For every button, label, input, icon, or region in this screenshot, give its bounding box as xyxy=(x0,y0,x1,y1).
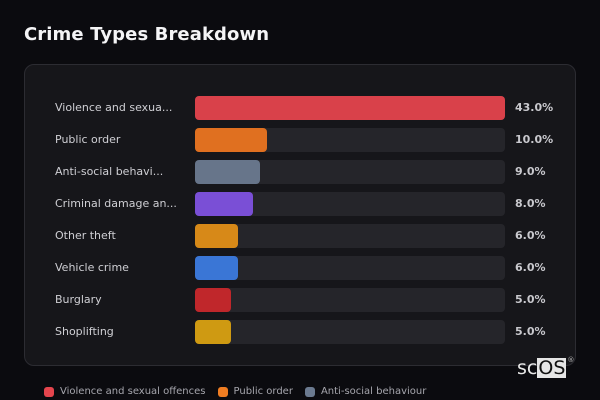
bar-value: 9.0% xyxy=(515,165,546,178)
legend-item[interactable]: Violence and sexual offences xyxy=(44,386,206,397)
bar-label: Violence and sexua... xyxy=(55,101,173,114)
bar-label: Vehicle crime xyxy=(55,261,129,274)
watermark-sc: sc xyxy=(517,357,538,379)
bar-fill[interactable] xyxy=(195,320,232,344)
bar-value: 8.0% xyxy=(515,197,546,210)
chart-title: Crime Types Breakdown xyxy=(24,24,270,45)
bar-value: 5.0% xyxy=(515,325,546,338)
bar-row: Violence and sexua... 43.0% xyxy=(25,96,575,120)
legend-label: Anti-social behaviour xyxy=(320,386,427,397)
bar-row: Criminal damage an... 8.0% xyxy=(25,192,575,216)
chart-legend: Violence and sexual offences Public orde… xyxy=(44,386,426,397)
bar-track xyxy=(195,160,505,184)
bar-label: Shoplifting xyxy=(55,325,114,338)
bar-label: Criminal damage an... xyxy=(55,197,177,210)
bar-row: Shoplifting 5.0% xyxy=(25,320,575,344)
bar-value: 10.0% xyxy=(515,133,554,146)
legend-swatch-icon xyxy=(304,386,315,397)
legend-item[interactable]: Anti-social behaviour xyxy=(304,386,427,397)
bar-fill[interactable] xyxy=(195,160,260,184)
bar-row: Public order 10.0% xyxy=(25,128,575,152)
bar-track xyxy=(195,320,505,344)
bar-value: 5.0% xyxy=(515,293,546,306)
bar-fill[interactable] xyxy=(195,128,268,152)
bar-label: Anti-social behavi... xyxy=(55,165,164,178)
bar-track xyxy=(195,256,505,280)
legend-swatch-icon xyxy=(217,386,228,397)
bar-track xyxy=(195,224,505,248)
bar-value: 6.0% xyxy=(515,229,546,242)
bar-fill[interactable] xyxy=(195,256,239,280)
bar-fill[interactable] xyxy=(195,192,253,216)
scos-watermark-logo: sc OS ® xyxy=(517,356,575,379)
bar-label: Other theft xyxy=(55,229,116,242)
bar-row: Anti-social behavi... 9.0% xyxy=(25,160,575,184)
bar-row: Burglary 5.0% xyxy=(25,288,575,312)
watermark-os: OS xyxy=(537,357,567,379)
bar-track xyxy=(195,96,505,120)
bar-label: Burglary xyxy=(55,293,102,306)
legend-item[interactable]: Public order xyxy=(217,386,293,397)
legend-label: Violence and sexual offences xyxy=(60,386,206,397)
bar-fill[interactable] xyxy=(195,224,239,248)
bar-fill[interactable] xyxy=(195,288,232,312)
bar-label: Public order xyxy=(55,133,121,146)
registered-icon: ® xyxy=(567,356,575,364)
legend-swatch-icon xyxy=(44,386,54,397)
bar-value: 6.0% xyxy=(515,261,546,274)
bar-track xyxy=(195,128,505,152)
bar-fill[interactable] xyxy=(195,96,505,120)
chart-card: Violence and sexua... 43.0% Public order… xyxy=(24,64,576,366)
bar-row: Vehicle crime 6.0% xyxy=(25,256,575,280)
bar-row: Other theft 6.0% xyxy=(25,224,575,248)
bar-track xyxy=(195,192,505,216)
legend-label: Public order xyxy=(233,386,293,397)
bar-value: 43.0% xyxy=(515,101,554,114)
bar-track xyxy=(195,288,505,312)
